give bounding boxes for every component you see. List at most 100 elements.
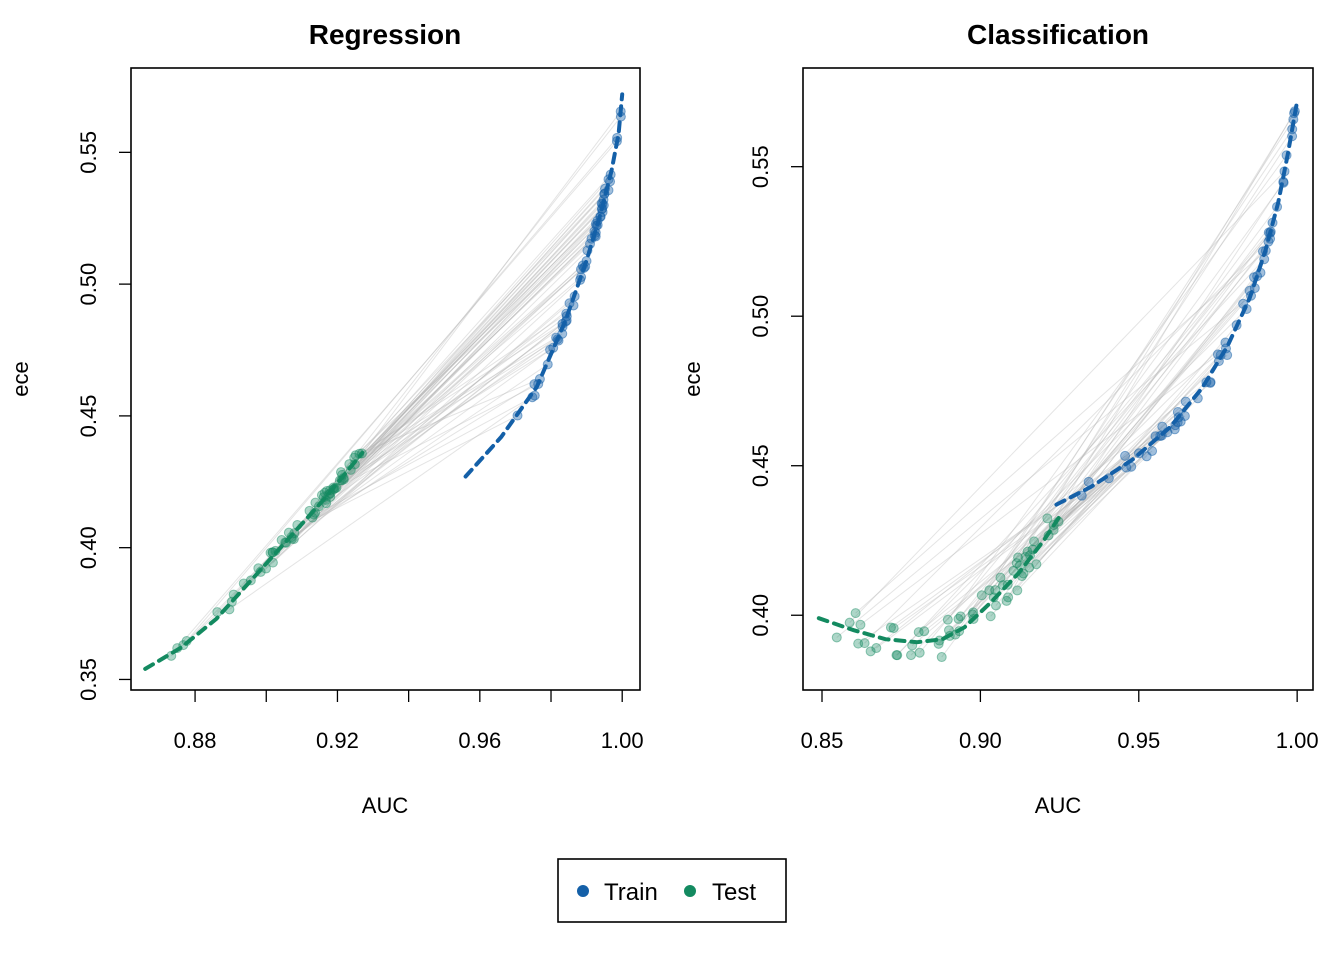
- chart-title: Classification: [967, 19, 1149, 50]
- test-point: [865, 646, 876, 657]
- pair-line: [1027, 303, 1244, 552]
- pair-line: [972, 360, 1220, 615]
- pair-line: [954, 128, 1293, 635]
- pair-line: [350, 224, 599, 471]
- pair-line: [297, 396, 533, 526]
- pair-line: [323, 326, 563, 498]
- test-trend-line: [816, 514, 1062, 645]
- y-tick-label: 0.40: [748, 594, 773, 637]
- pair-line: [260, 295, 575, 573]
- test-point: [1042, 513, 1053, 524]
- y-tick-label: 0.50: [76, 263, 101, 306]
- test-point: [1013, 552, 1024, 563]
- pair-line: [1058, 466, 1132, 522]
- pair-line: [329, 266, 586, 491]
- pair-line: [343, 265, 584, 479]
- test-point: [919, 626, 930, 637]
- pair-line: [354, 338, 558, 465]
- y-axis-label: ece: [680, 361, 705, 396]
- pair-line: [285, 204, 605, 544]
- test-point: [955, 611, 966, 622]
- pair-line: [1053, 382, 1211, 526]
- pair-line: [353, 321, 567, 459]
- pair-line: [343, 276, 582, 481]
- pair-line: [186, 137, 618, 642]
- test-point: [906, 650, 917, 661]
- test-point: [844, 617, 855, 628]
- pair-line: [857, 421, 1178, 645]
- pair-line: [229, 395, 536, 610]
- pair-line: [288, 415, 518, 534]
- legend: Train Test: [557, 858, 787, 923]
- pair-line: [312, 225, 597, 518]
- test-point: [855, 619, 866, 630]
- pair-line: [293, 235, 596, 534]
- pair-line: [919, 232, 1270, 654]
- test-point: [1029, 536, 1040, 547]
- pair-lines: [836, 110, 1296, 658]
- pair-line: [1033, 287, 1256, 542]
- test-point: [913, 627, 924, 638]
- pair-line: [272, 223, 597, 563]
- train-point: [1141, 451, 1152, 462]
- y-tick-label: 0.45: [748, 444, 773, 487]
- test-point: [984, 585, 995, 596]
- pair-line: [1046, 222, 1273, 519]
- test-point: [885, 622, 896, 633]
- test-point: [1031, 559, 1042, 570]
- test-point: [831, 632, 842, 643]
- pair-line: [855, 250, 1267, 614]
- x-tick-label: 0.90: [959, 728, 1002, 753]
- pair-line: [314, 181, 611, 514]
- pair-line: [995, 272, 1261, 606]
- pair-line: [330, 179, 609, 494]
- pair-line: [1007, 110, 1296, 598]
- x-tick-label: 1.00: [1276, 728, 1319, 753]
- pair-line: [1006, 324, 1237, 602]
- test-point: [871, 643, 882, 654]
- pair-line: [947, 154, 1287, 620]
- pair-line: [233, 260, 587, 595]
- pair-line: [313, 211, 603, 515]
- pair-line: [1000, 477, 1110, 579]
- pair-line: [923, 450, 1153, 632]
- pair-line: [1007, 241, 1269, 586]
- x-tick-label: 0.95: [1117, 728, 1160, 753]
- legend-train-marker: [577, 885, 589, 897]
- pair-line: [291, 116, 622, 538]
- regression-panel: Regression 0.88 0.92 0.96 1.00 0.35 0.40 0.45 0.…: [8, 19, 644, 818]
- pair-line: [293, 268, 582, 540]
- pair-line: [1016, 112, 1295, 564]
- pair-line: [911, 435, 1163, 646]
- test-point: [1001, 595, 1012, 606]
- y-tick-label: 0.50: [748, 295, 773, 338]
- pair-line: [176, 140, 618, 649]
- pair-line: [284, 363, 549, 543]
- train-trend-line: [463, 92, 625, 479]
- train-points: [1076, 106, 1300, 501]
- pair-line: [896, 308, 1247, 656]
- y-tick-label: 0.40: [76, 526, 101, 569]
- pair-line: [329, 238, 592, 498]
- pair-line: [325, 333, 563, 504]
- pair-line: [258, 302, 570, 569]
- pair-line: [339, 188, 606, 481]
- test-point: [1003, 592, 1014, 603]
- legend-box: [557, 858, 787, 923]
- pair-line: [336, 111, 622, 489]
- classification-panel: Classification 0.85 0.90 0.95 1.00 0.40 0.45 0.…: [680, 19, 1319, 818]
- pair-line: [265, 199, 604, 569]
- pair-line: [994, 135, 1293, 591]
- pair-line: [958, 232, 1271, 620]
- pair-line: [359, 378, 541, 455]
- pair-line: [333, 383, 539, 490]
- pair-line: [870, 381, 1207, 652]
- plot-frame: [130, 67, 641, 691]
- test-point: [853, 638, 864, 649]
- pair-line: [1053, 181, 1284, 531]
- test-point: [888, 623, 899, 634]
- pair-line: [328, 236, 597, 495]
- train-trend-line: [1054, 98, 1300, 507]
- pair-line: [1002, 231, 1272, 586]
- chart-title: Regression: [309, 19, 462, 50]
